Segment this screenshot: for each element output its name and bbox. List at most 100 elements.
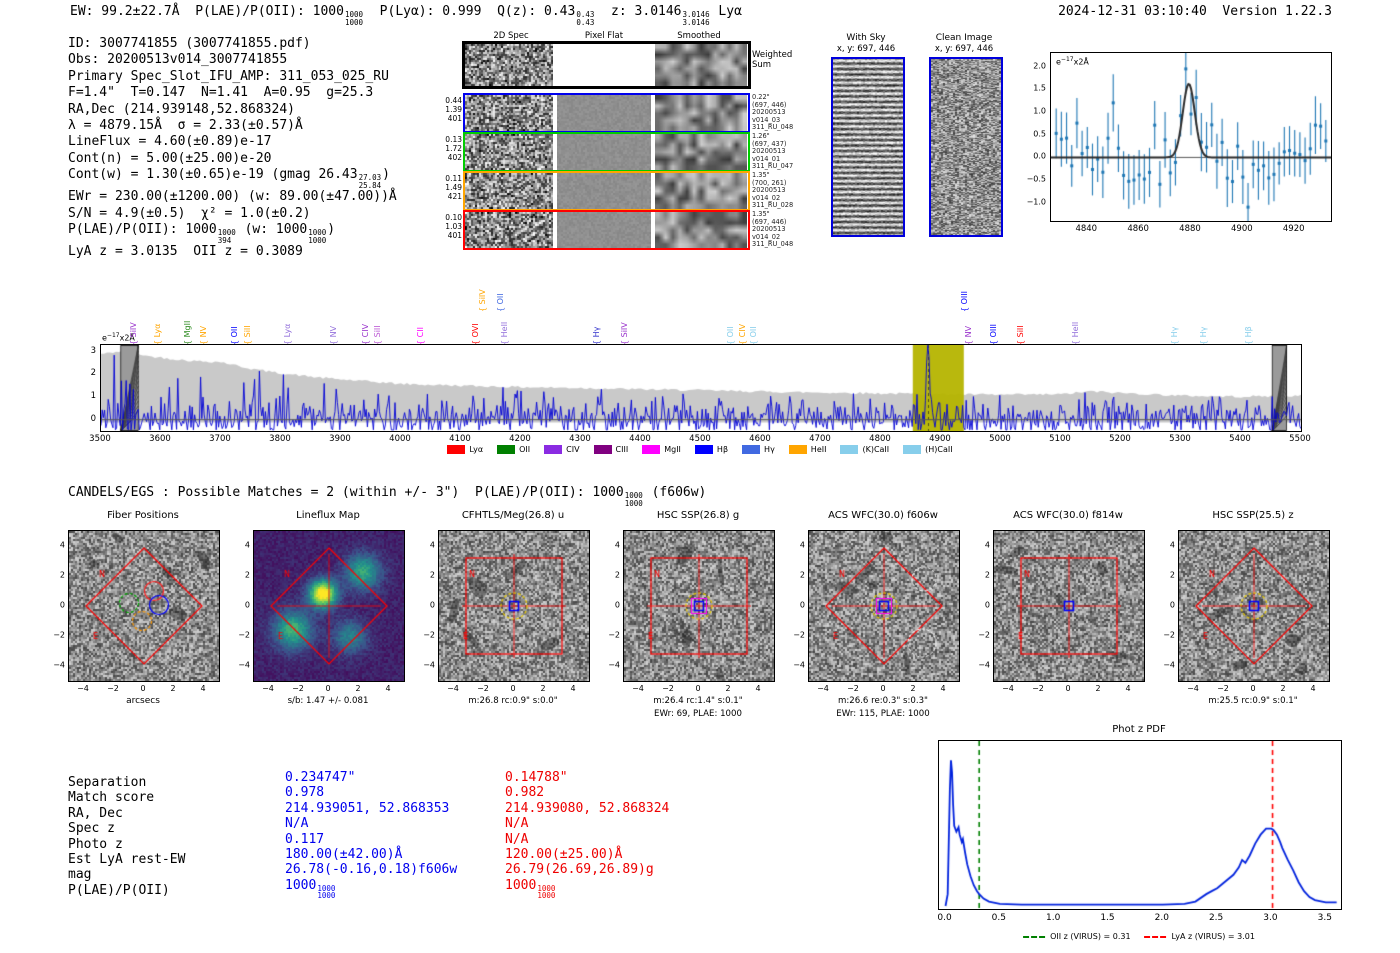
match-row-label: P(LAE)/P(OII) (68, 882, 170, 898)
cutout-caption: m:26.8 rc:0.9" s:0.0" (468, 696, 558, 706)
sky-panel-coords: x, y: 697, 446 (934, 44, 994, 54)
legend-swatch (694, 445, 713, 454)
stacked-fraction: 1000 1000 (537, 885, 555, 900)
spectral-line-label: { Lyα (283, 323, 293, 345)
text-segment: 0.978 (285, 785, 325, 801)
cutout-caption: s/b: 1.47 +/- 0.081 (287, 696, 369, 706)
legend-swatch (903, 445, 922, 454)
fraction-bottom: 1000 (344, 17, 364, 27)
cutout-ytick-label: −4 (793, 660, 805, 670)
spectrum-xtick-label: 4200 (509, 434, 531, 444)
legend-label: Hγ (764, 445, 775, 454)
cutout-xtick-label: 4 (940, 684, 946, 693)
spec2d-image (465, 134, 553, 170)
clean-image (929, 57, 1003, 237)
spec2d-image (557, 44, 651, 86)
info-line: ID: 3007741855 (3007741855.pdf) (68, 36, 397, 52)
photz-legend: OII z (VIRUS) = 0.31 LyA z (VIRUS) = 3.01 (1016, 932, 1262, 941)
cutout-title: ACS WFC(30.0) f814w (1013, 510, 1123, 521)
cutout-xtick-label: −4 (262, 684, 274, 693)
row-annotation-line: 20200513 (752, 186, 786, 195)
weighted-sum-line: Weighted (752, 50, 793, 60)
match-value-row: 0.982 (505, 785, 669, 800)
spectrum-xtick-label: 4900 (929, 434, 951, 444)
cutout-caption: m:26.4 rc:1.4" s:0.1" (653, 696, 743, 706)
spectral-line-label: { Hγ (592, 326, 602, 345)
ylabel-exp: −17 (106, 332, 120, 339)
spectral-line-label: { MgII (183, 320, 192, 345)
fraction-top: 1000 (624, 491, 643, 500)
cutout-xtick-label: 2 (1280, 684, 1286, 693)
row-left-value: 0.44 (445, 96, 462, 105)
cutout-ytick-label: −4 (423, 660, 435, 670)
info-line: Obs: 20200513v014_3007741855 (68, 52, 397, 68)
sky-image-canvas (833, 59, 903, 235)
row-annotation-line: (697, 446) (752, 217, 787, 226)
cutout-ytick-label: −2 (793, 630, 805, 640)
cutout-xtick-label: 4 (1125, 684, 1131, 693)
weighted-sum-line: Sum (752, 60, 772, 70)
cutout-xtick-label: −2 (847, 684, 859, 693)
cutout-xtick-label: 2 (725, 684, 731, 693)
cutout-box (993, 530, 1145, 682)
legend-label: (K)CaII (862, 445, 890, 454)
spec2d-image (655, 212, 747, 248)
match-value-row: 26.79(26.69,26.89)g (505, 862, 669, 877)
cutout-canvas (439, 531, 589, 681)
legend-item: HeII (788, 445, 826, 454)
cutout-title: HSC SSP(25.5) z (1212, 510, 1294, 521)
fraction-bottom: 1000 (317, 891, 336, 901)
spectral-line-label: { Lyα (153, 323, 162, 345)
text-segment: Primary Spec_Slot_IFU_AMP: 311_053_025_R… (68, 68, 389, 84)
spectrum-plot-box (100, 344, 1302, 432)
cutout-caption: m:26.6 re:0.3" s:0.3" (837, 696, 929, 706)
cutout-ytick-label: 4 (429, 540, 435, 550)
spec2d-image (655, 173, 747, 209)
row-annotation: 1.35" (700, 261) 20200513 v014_02 311_RU_028 (752, 171, 822, 210)
spectral-line-label: { CIV (738, 323, 747, 345)
legend-swatch (788, 445, 807, 454)
row-left-value: 401 (447, 114, 462, 123)
cutout-xtick-label: 0 (1250, 684, 1256, 693)
fraction-bottom: 1000 (624, 498, 643, 508)
info-line: LyA z = 3.0135 OII z = 0.3089 (68, 244, 397, 260)
match-value-row: 0.978 (285, 785, 457, 800)
legend-item: Hβ (694, 445, 728, 454)
ylabel-unit: x2Å (119, 333, 135, 343)
spectrum-xtick-label: 4300 (569, 434, 591, 444)
spectrum-xtick-label: 4000 (389, 434, 411, 444)
stacked-fraction: 1000 1000 (345, 11, 363, 26)
cutout-ytick-label: 0 (429, 600, 435, 610)
spectrum-ytick-label: 0 (90, 413, 96, 424)
fit-ytick-label: 1.5 (1033, 83, 1046, 93)
legend-label: MgII (664, 445, 681, 454)
ylabel-base: e (1056, 57, 1061, 67)
cutout-box (623, 530, 775, 682)
row-annotation-line: v014_02 (752, 193, 781, 202)
match-value-row: 0.117 (285, 832, 457, 847)
text-segment: F=1.4" T=0.147 N=1.41 A=0.95 g=25.3 (68, 85, 374, 101)
cutout-title: ACS WFC(30.0) f606w (828, 510, 938, 521)
text-segment: Cont(w) = 1.30(±0.65)e-19 (gmag 26.43 (68, 167, 358, 183)
match-value-red: 0.14788" 0.982 214.939080, 52.868324 N/A N/A… (505, 770, 669, 900)
text-segment: 1000 (285, 877, 317, 893)
text-segment: Obs: 20200513v014_3007741855 (68, 52, 288, 68)
cutout-box (253, 530, 405, 682)
spectral-line-label: { CIV (361, 323, 371, 345)
photz-xtick-label: 1.5 (1100, 913, 1115, 923)
cutout-xtick-label: −4 (1187, 684, 1199, 693)
spec2d-image (557, 95, 651, 131)
text-segment: LineFlux = 4.60(±0.89)e-17 (68, 134, 272, 150)
text-segment: 26.78(-0.16,0.18)f606w (285, 862, 458, 878)
sky-panel-title: Clean Image (935, 33, 993, 43)
cutout-ytick-label: 4 (59, 540, 65, 550)
fraction-bottom: 1000 (537, 891, 556, 901)
cutout-box (808, 530, 960, 682)
fraction-bottom: 25.84 (358, 180, 382, 190)
match-value-row: 214.939051, 52.868353 (285, 801, 457, 816)
fraction-top: 3.0146 (682, 10, 710, 19)
cutout-ytick-label: −2 (608, 630, 620, 640)
info-line: F=1.4" T=0.147 N=1.41 A=0.95 g=25.3 (68, 85, 397, 101)
row-left-labels: 0.11 1.49 421 (436, 174, 462, 201)
legend-item: MgII (642, 445, 681, 454)
